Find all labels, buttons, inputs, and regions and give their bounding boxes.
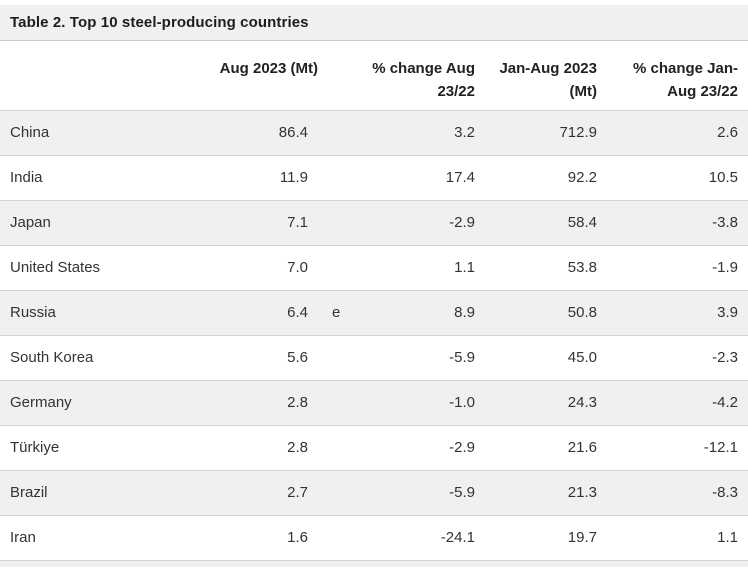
cell-pct-jan-aug: 1.1 [607, 515, 748, 561]
table-row-united-states: United States 7.0 1.1 53.8 -1.9 [0, 245, 748, 291]
cell-pct-aug: -2.9 [350, 425, 485, 471]
cell-pct-aug: 8.9 [350, 290, 485, 336]
cell-pct-aug: 1.1 [350, 245, 485, 291]
table-row-iran: Iran 1.6 -24.1 19.7 1.1 [0, 515, 748, 561]
cell-estimate-marker [320, 155, 350, 201]
cell-pct-jan-aug: 3.9 [607, 290, 748, 336]
cell-jan-aug-mt: 712.9 [485, 110, 607, 156]
table-row-germany: Germany 2.8 -1.0 24.3 -4.2 [0, 380, 748, 426]
table-row-turkiye: Türkiye 2.8 -2.9 21.6 -12.1 [0, 425, 748, 471]
cell-pct-aug: -5.9 [350, 335, 485, 381]
header-country [0, 41, 200, 111]
cell-jan-aug-mt: 19.7 [485, 515, 607, 561]
cell-jan-aug-mt: 45.0 [485, 335, 607, 381]
header-aug-2023-mt: Aug 2023 (Mt) [200, 41, 320, 111]
next-row-partial-strip [0, 560, 748, 567]
cell-pct-jan-aug: -12.1 [607, 425, 748, 471]
cell-jan-aug-mt: 21.6 [485, 425, 607, 471]
cell-jan-aug-mt: 58.4 [485, 200, 607, 246]
cell-pct-jan-aug: -1.9 [607, 245, 748, 291]
cell-pct-aug: -1.0 [350, 380, 485, 426]
cell-jan-aug-mt: 24.3 [485, 380, 607, 426]
cell-aug-mt: 86.4 [200, 110, 320, 156]
cell-country: India [0, 155, 200, 201]
cell-pct-aug: 17.4 [350, 155, 485, 201]
cell-aug-mt: 11.9 [200, 155, 320, 201]
table-row-russia: Russia 6.4 e 8.9 50.8 3.9 [0, 290, 748, 336]
table-header-row: Aug 2023 (Mt) % change Aug 23/22 Jan-Aug… [0, 41, 748, 111]
cell-pct-jan-aug: 10.5 [607, 155, 748, 201]
cell-aug-mt: 7.0 [200, 245, 320, 291]
cell-country: United States [0, 245, 200, 291]
cell-estimate-marker [320, 380, 350, 426]
cell-pct-aug: -2.9 [350, 200, 485, 246]
cell-estimate-marker [320, 200, 350, 246]
cell-aug-mt: 2.7 [200, 470, 320, 516]
header-note-spacer [320, 41, 350, 111]
header-pct-change-aug: % change Aug 23/22 [350, 41, 485, 111]
cell-aug-mt: 2.8 [200, 425, 320, 471]
cell-country: Brazil [0, 470, 200, 516]
table-row-china: China 86.4 3.2 712.9 2.6 [0, 110, 748, 156]
steel-production-table: Aug 2023 (Mt) % change Aug 23/22 Jan-Aug… [0, 41, 748, 561]
cell-pct-aug: 3.2 [350, 110, 485, 156]
cell-pct-jan-aug: -3.8 [607, 200, 748, 246]
table-title-bar: Table 2. Top 10 steel-producing countrie… [0, 5, 748, 41]
cell-pct-aug: -5.9 [350, 470, 485, 516]
table-row-south-korea: South Korea 5.6 -5.9 45.0 -2.3 [0, 335, 748, 381]
cell-country: Iran [0, 515, 200, 561]
table-row-india: India 11.9 17.4 92.2 10.5 [0, 155, 748, 201]
header-jan-aug-2023-mt: Jan-Aug 2023 (Mt) [485, 41, 607, 111]
cell-estimate-marker [320, 245, 350, 291]
cell-pct-jan-aug: 2.6 [607, 110, 748, 156]
cell-country: South Korea [0, 335, 200, 381]
cell-country: China [0, 110, 200, 156]
cell-estimate-marker [320, 335, 350, 381]
cell-pct-aug: -24.1 [350, 515, 485, 561]
cell-aug-mt: 1.6 [200, 515, 320, 561]
header-pct-change-jan-aug: % change Jan-Aug 23/22 [607, 41, 748, 111]
cell-jan-aug-mt: 53.8 [485, 245, 607, 291]
cell-pct-jan-aug: -4.2 [607, 380, 748, 426]
cell-jan-aug-mt: 21.3 [485, 470, 607, 516]
cell-country: Türkiye [0, 425, 200, 471]
cell-country: Japan [0, 200, 200, 246]
cell-country: Germany [0, 380, 200, 426]
cell-estimate-marker: e [320, 290, 350, 336]
cell-jan-aug-mt: 92.2 [485, 155, 607, 201]
cell-pct-jan-aug: -2.3 [607, 335, 748, 381]
cell-aug-mt: 6.4 [200, 290, 320, 336]
cell-aug-mt: 5.6 [200, 335, 320, 381]
cell-estimate-marker [320, 110, 350, 156]
cell-country: Russia [0, 290, 200, 336]
table-row-japan: Japan 7.1 -2.9 58.4 -3.8 [0, 200, 748, 246]
cell-jan-aug-mt: 50.8 [485, 290, 607, 336]
cell-estimate-marker [320, 470, 350, 516]
table-title: Table 2. Top 10 steel-producing countrie… [10, 14, 309, 31]
cell-aug-mt: 7.1 [200, 200, 320, 246]
table-row-brazil: Brazil 2.7 -5.9 21.3 -8.3 [0, 470, 748, 516]
cell-estimate-marker [320, 515, 350, 561]
cell-aug-mt: 2.8 [200, 380, 320, 426]
cell-estimate-marker [320, 425, 350, 471]
cell-pct-jan-aug: -8.3 [607, 470, 748, 516]
